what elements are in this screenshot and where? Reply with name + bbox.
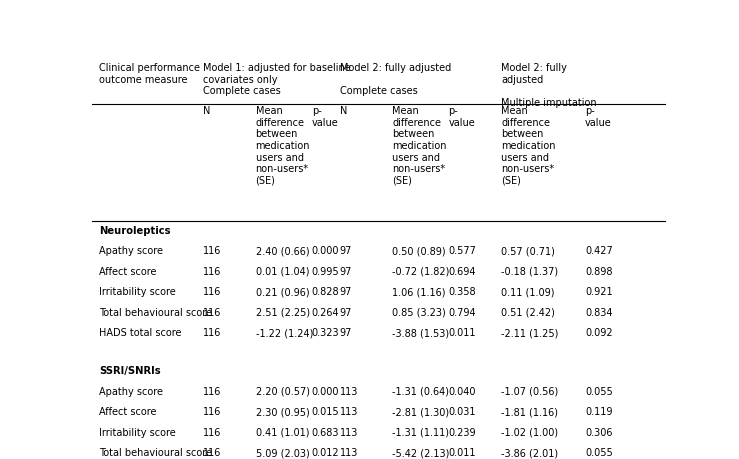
Text: -1.81 (1.16): -1.81 (1.16) (501, 406, 558, 416)
Text: 0.828: 0.828 (312, 286, 339, 297)
Text: 116: 116 (203, 307, 221, 317)
Text: 0.50 (0.89): 0.50 (0.89) (392, 246, 446, 256)
Text: Total behavioural score: Total behavioural score (99, 307, 212, 317)
Text: -0.72 (1.82): -0.72 (1.82) (392, 266, 450, 276)
Text: 0.898: 0.898 (585, 266, 613, 276)
Text: 116: 116 (203, 447, 221, 457)
Text: Mean
difference
between
medication
users and
non-users*
(SE): Mean difference between medication users… (501, 106, 556, 185)
Text: -2.11 (1.25): -2.11 (1.25) (501, 327, 559, 337)
Text: Irritability score: Irritability score (99, 286, 176, 297)
Text: 0.092: 0.092 (585, 327, 613, 337)
Text: Affect score: Affect score (99, 406, 157, 416)
Text: 0.794: 0.794 (449, 307, 476, 317)
Text: 116: 116 (203, 327, 221, 337)
Text: Neuroleptics: Neuroleptics (99, 225, 171, 235)
Text: Mean
difference
between
medication
users and
non-users*
(SE): Mean difference between medication users… (392, 106, 447, 185)
Text: 0.119: 0.119 (585, 406, 613, 416)
Text: -1.22 (1.24): -1.22 (1.24) (256, 327, 313, 337)
Text: Irritability score: Irritability score (99, 427, 176, 437)
Text: 2.20 (0.57): 2.20 (0.57) (256, 386, 310, 396)
Text: 0.011: 0.011 (449, 447, 476, 457)
Text: 0.51 (2.42): 0.51 (2.42) (501, 307, 555, 317)
Text: 0.41 (1.01): 0.41 (1.01) (256, 427, 309, 437)
Text: 0.427: 0.427 (585, 246, 613, 256)
Text: 2.51 (2.25): 2.51 (2.25) (256, 307, 310, 317)
Text: -5.42 (2.13): -5.42 (2.13) (392, 447, 450, 457)
Text: Affect score: Affect score (99, 266, 157, 276)
Text: N: N (203, 106, 211, 116)
Text: 116: 116 (203, 286, 221, 297)
Text: 0.21 (0.96): 0.21 (0.96) (256, 286, 309, 297)
Text: 0.577: 0.577 (449, 246, 477, 256)
Text: Mean
difference
between
medication
users and
non-users*
(SE): Mean difference between medication users… (256, 106, 310, 185)
Text: HADS total score: HADS total score (99, 327, 182, 337)
Text: 113: 113 (340, 427, 358, 437)
Text: Model 2: fully adjusted

Complete cases: Model 2: fully adjusted Complete cases (340, 63, 451, 96)
Text: 0.01 (1.04): 0.01 (1.04) (256, 266, 309, 276)
Text: 0.015: 0.015 (312, 406, 339, 416)
Text: Apathy score: Apathy score (99, 246, 163, 256)
Text: -3.88 (1.53): -3.88 (1.53) (392, 327, 449, 337)
Text: -1.31 (1.11): -1.31 (1.11) (392, 427, 449, 437)
Text: 0.57 (0.71): 0.57 (0.71) (501, 246, 555, 256)
Text: 116: 116 (203, 266, 221, 276)
Text: 0.031: 0.031 (449, 406, 476, 416)
Text: 1.06 (1.16): 1.06 (1.16) (392, 286, 446, 297)
Text: SSRI/SNRIs: SSRI/SNRIs (99, 365, 161, 375)
Text: 0.694: 0.694 (449, 266, 476, 276)
Text: -3.86 (2.01): -3.86 (2.01) (501, 447, 559, 457)
Text: 113: 113 (340, 406, 358, 416)
Text: -1.31 (0.64): -1.31 (0.64) (392, 386, 449, 396)
Text: 5.09 (2.03): 5.09 (2.03) (256, 447, 310, 457)
Text: 0.683: 0.683 (312, 427, 339, 437)
Text: 0.000: 0.000 (312, 246, 339, 256)
Text: Apathy score: Apathy score (99, 386, 163, 396)
Text: Clinical performance
outcome measure: Clinical performance outcome measure (99, 63, 200, 84)
Text: 97: 97 (340, 266, 353, 276)
Text: -2.81 (1.30): -2.81 (1.30) (392, 406, 449, 416)
Text: 97: 97 (340, 246, 353, 256)
Text: p-
value: p- value (585, 106, 612, 128)
Text: 0.239: 0.239 (449, 427, 476, 437)
Text: 0.323: 0.323 (312, 327, 339, 337)
Text: 0.834: 0.834 (585, 307, 613, 317)
Text: p-
value: p- value (449, 106, 475, 128)
Text: 116: 116 (203, 386, 221, 396)
Text: 116: 116 (203, 246, 221, 256)
Text: 0.264: 0.264 (312, 307, 339, 317)
Text: Total behavioural score: Total behavioural score (99, 447, 212, 457)
Text: 0.11 (1.09): 0.11 (1.09) (501, 286, 555, 297)
Text: 0.358: 0.358 (449, 286, 476, 297)
Text: 0.921: 0.921 (585, 286, 613, 297)
Text: 0.000: 0.000 (312, 386, 339, 396)
Text: 0.85 (3.23): 0.85 (3.23) (392, 307, 446, 317)
Text: Model 1: adjusted for baseline
covariates only
Complete cases: Model 1: adjusted for baseline covariate… (203, 63, 351, 96)
Text: -1.07 (0.56): -1.07 (0.56) (501, 386, 559, 396)
Text: 0.055: 0.055 (585, 447, 613, 457)
Text: -1.02 (1.00): -1.02 (1.00) (501, 427, 559, 437)
Text: 0.011: 0.011 (449, 327, 476, 337)
Text: 0.995: 0.995 (312, 266, 339, 276)
Text: 116: 116 (203, 406, 221, 416)
Text: 0.055: 0.055 (585, 386, 613, 396)
Text: 2.40 (0.66): 2.40 (0.66) (256, 246, 309, 256)
Text: 116: 116 (203, 427, 221, 437)
Text: 113: 113 (340, 447, 358, 457)
Text: 97: 97 (340, 327, 353, 337)
Text: 0.012: 0.012 (312, 447, 339, 457)
Text: 97: 97 (340, 307, 353, 317)
Text: 97: 97 (340, 286, 353, 297)
Text: 0.306: 0.306 (585, 427, 613, 437)
Text: 0.040: 0.040 (449, 386, 476, 396)
Text: Model 2: fully
adjusted

Multiple imputation: Model 2: fully adjusted Multiple imputat… (501, 63, 597, 107)
Text: -0.18 (1.37): -0.18 (1.37) (501, 266, 559, 276)
Text: N: N (340, 106, 347, 116)
Text: 2.30 (0.95): 2.30 (0.95) (256, 406, 310, 416)
Text: 113: 113 (340, 386, 358, 396)
Text: p-
value: p- value (312, 106, 338, 128)
